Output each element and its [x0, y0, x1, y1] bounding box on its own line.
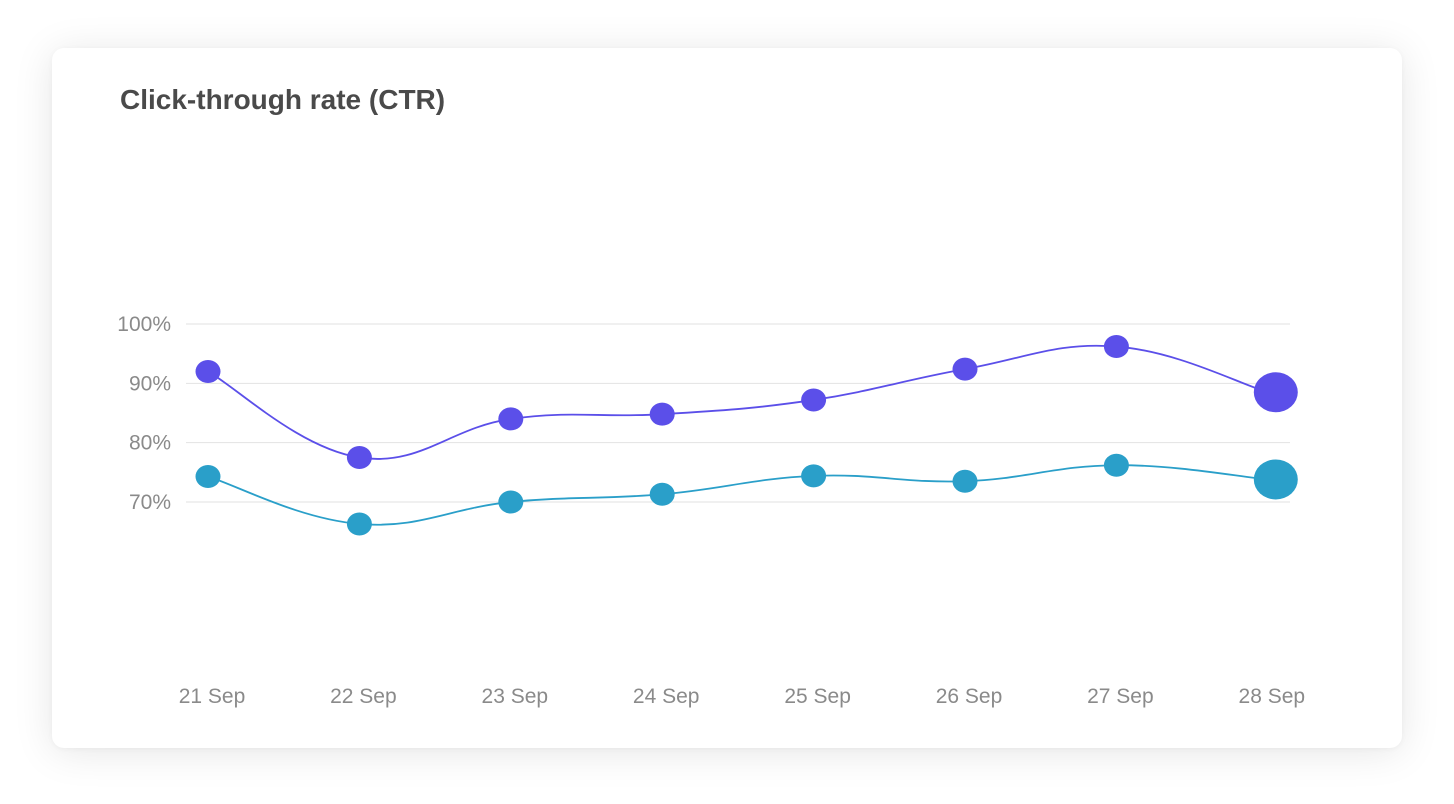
- y-tick-label: 80%: [129, 432, 171, 455]
- data-point[interactable]: [498, 407, 524, 431]
- data-point[interactable]: [952, 469, 978, 493]
- data-point[interactable]: [1103, 453, 1129, 477]
- x-tick-label: 25 Sep: [784, 685, 851, 708]
- data-point[interactable]: [346, 446, 372, 469]
- series-line: [207, 344, 1269, 460]
- x-tick-label: 22 Sep: [330, 685, 397, 708]
- grid-layer: [186, 323, 1290, 503]
- data-point[interactable]: [1103, 335, 1129, 359]
- y-tick-label: 90%: [129, 372, 171, 395]
- data-point-highlighted[interactable]: [1253, 372, 1298, 413]
- data-point[interactable]: [801, 464, 827, 488]
- data-point[interactable]: [195, 359, 221, 383]
- data-point[interactable]: [801, 388, 827, 412]
- y-tick-label: 70%: [129, 491, 171, 514]
- x-tick-label: 24 Sep: [633, 685, 700, 708]
- data-point[interactable]: [498, 490, 524, 514]
- x-tick-label: 21 Sep: [179, 685, 246, 708]
- x-axis-ticks: 21 Sep 22 Sep 23 Sep 24 Sep 25 Sep 26 Sep 27 S…: [179, 685, 1305, 708]
- chart-card: Click-through rate (CTR): [52, 48, 1402, 748]
- data-point-highlighted[interactable]: [1253, 459, 1298, 500]
- series-line: [207, 464, 1268, 526]
- x-tick-label: 27 Sep: [1087, 685, 1154, 708]
- y-tick-label: 100%: [117, 313, 171, 336]
- data-point[interactable]: [346, 512, 372, 536]
- data-point[interactable]: [195, 464, 221, 488]
- data-point[interactable]: [952, 357, 978, 381]
- data-point[interactable]: [649, 482, 675, 506]
- series-2: [195, 453, 1298, 536]
- x-tick-label: 26 Sep: [936, 685, 1003, 708]
- series-1: [195, 335, 1298, 469]
- data-point[interactable]: [649, 402, 675, 426]
- chart-title: Click-through rate (CTR): [120, 84, 446, 115]
- x-tick-label: 23 Sep: [482, 685, 549, 708]
- x-tick-label: 28 Sep: [1239, 685, 1306, 708]
- series-layer: [195, 335, 1298, 536]
- y-axis-ticks: 100% 90% 80% 70%: [117, 313, 171, 514]
